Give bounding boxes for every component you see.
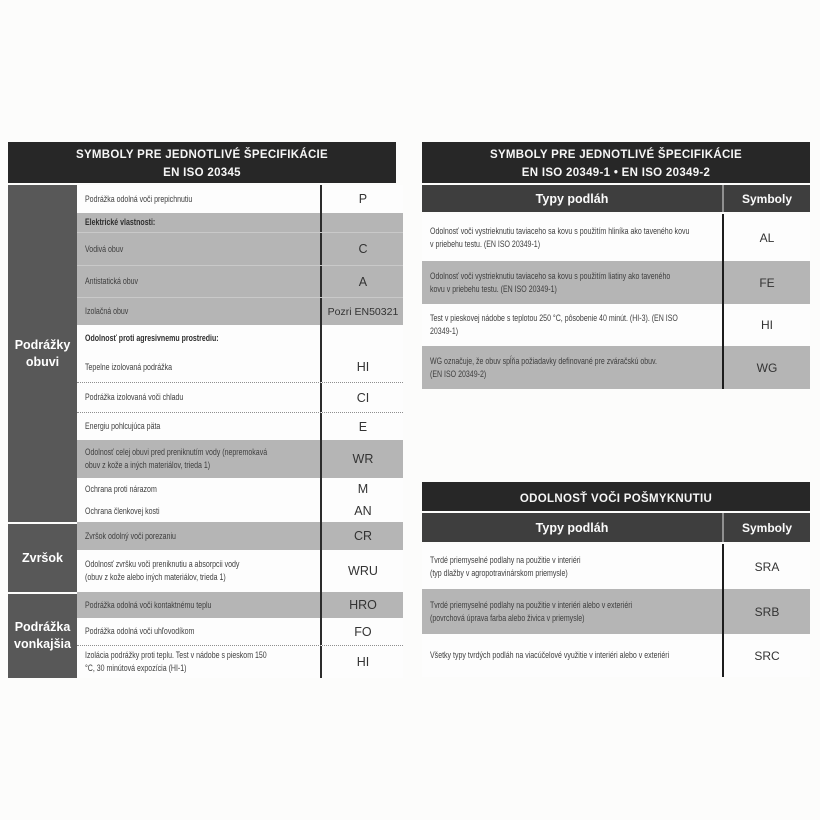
- spec-row: Ochrana členkovej kosti AN: [76, 500, 404, 522]
- category-column: Podrážky obuvi Zvršok Podrážka vonkajšia: [8, 185, 77, 678]
- category-podrazka-vonkajsia: Podrážka vonkajšia: [8, 592, 77, 678]
- spec-row: Podrážka odolná voči prepichnutiu P: [76, 185, 404, 213]
- spec-symbol: SRB: [722, 589, 810, 634]
- table-en-iso-20345-header: SYMBOLY PRE JEDNOTLIVÉ ŠPECIFIKÁCIE EN I…: [8, 142, 396, 185]
- category-podrazky-obuvi: Podrážky obuvi: [8, 185, 77, 522]
- spec-row: Všetky typy tvrdých podláh na viacúčelov…: [422, 634, 810, 677]
- category-zvrsok: Zvršok: [8, 522, 77, 592]
- spec-symbol: P: [320, 185, 403, 213]
- spec-label: WG označuje, že obuv spĺňa požiadavky de…: [430, 355, 657, 379]
- column-header-types: Typy podláh: [535, 520, 609, 535]
- spec-label: Odolnosť celej obuvi pred preniknutím vo…: [84, 447, 268, 470]
- spec-label: Energiu pohlcujúca päta: [84, 421, 161, 432]
- spec-symbol: M: [320, 478, 403, 500]
- spec-symbol: C: [320, 233, 403, 265]
- column-header-types: Typy podláh: [535, 191, 609, 206]
- table-slip-resistance-header: ODOLNOSŤ VOČI POŠMYKNUTIU: [422, 482, 810, 513]
- table-title-line1: SYMBOLY PRE JEDNOTLIVÉ ŠPECIFIKÁCIE: [75, 149, 329, 161]
- spec-label: Tepelne izolovaná podrážka: [84, 361, 172, 372]
- spec-symbol: HI: [320, 646, 403, 678]
- spec-row: Tepelne izolovaná podrážka HI: [76, 352, 404, 382]
- spec-label: Ochrana členkovej kosti: [84, 505, 160, 516]
- spec-symbol: [320, 213, 403, 232]
- spec-row: Test v pieskovej nádobe s teplotou 250 °…: [422, 304, 810, 346]
- column-header-row: Typy podláh Symboly: [422, 513, 810, 544]
- spec-row: Tvrdé priemyselné podlahy na použitie v …: [422, 589, 810, 634]
- spec-row: WG označuje, že obuv spĺňa požiadavky de…: [422, 346, 810, 389]
- spec-symbol: FE: [722, 261, 810, 304]
- spec-label: Všetky typy tvrdých podláh na viacúčelov…: [430, 650, 670, 661]
- spec-label: Vodivá obuv: [84, 243, 124, 254]
- spec-row: Podrážka izolovaná voči chladu CI: [76, 382, 404, 412]
- spec-symbol: WG: [722, 346, 810, 389]
- spec-symbol: WRU: [320, 550, 403, 592]
- spec-symbol: SRC: [722, 634, 810, 677]
- spec-row: Vodivá obuv C: [76, 232, 404, 265]
- spec-row: Odolnosť voči vystrieknutiu taviaceho sa…: [422, 214, 810, 261]
- spec-label: Odolnosť voči vystrieknutiu taviaceho sa…: [430, 270, 671, 294]
- spec-row: Izolačná obuv Pozri EN50321: [76, 297, 404, 325]
- spec-row: Tvrdé priemyselné podlahy na použitie v …: [422, 544, 810, 589]
- spec-symbol: HI: [320, 352, 403, 382]
- table-en-iso-20349-header: SYMBOLY PRE JEDNOTLIVÉ ŠPECIFIKÁCIE EN I…: [422, 142, 810, 185]
- spec-label: Odolnosť voči vystrieknutiu taviaceho sa…: [430, 225, 690, 249]
- spec-label: Test v pieskovej nádobe s teplotou 250 °…: [430, 313, 678, 336]
- spec-symbol: AN: [320, 500, 403, 522]
- spec-row: Energiu pohlcujúca päta E: [76, 412, 404, 440]
- spec-symbol: WR: [320, 440, 403, 478]
- spec-row: Izolácia podrážky proti teplu. Test v ná…: [76, 645, 404, 678]
- spec-label: Podrážka odolná voči prepichnutiu: [84, 193, 193, 204]
- spec-label: Zvršok odolný voči porezaniu: [84, 530, 176, 541]
- spec-symbol: A: [320, 266, 403, 297]
- table-en-iso-20345: SYMBOLY PRE JEDNOTLIVÉ ŠPECIFIKÁCIE EN I…: [8, 142, 404, 678]
- spec-row: Odolnosť zvršku voči preniknutiu a absor…: [76, 550, 404, 592]
- spec-label: Podrážka izolovaná voči chladu: [84, 392, 184, 403]
- column-header-symbols: Symboly: [722, 513, 810, 542]
- spec-symbol: CR: [320, 522, 403, 550]
- spec-label: Izolácia podrážky proti teplu. Test v ná…: [84, 650, 267, 673]
- spec-label: Odolnosť zvršku voči preniknutiu a absor…: [84, 559, 240, 582]
- spec-symbol: HI: [722, 304, 810, 346]
- spec-symbol: AL: [722, 214, 810, 261]
- spec-label: Antistatická obuv: [84, 276, 139, 287]
- spec-section-row: Odolnosť proti agresivnemu prostrediu:: [76, 325, 404, 352]
- spec-section-row: Elektrické vlastnosti:: [76, 213, 404, 232]
- table-title-line2: EN ISO 20345: [163, 166, 241, 179]
- spec-symbol: Pozri EN50321: [320, 298, 403, 325]
- spec-label: Tvrdé priemyselné podlahy na použitie v …: [430, 554, 581, 578]
- spec-symbol: HRO: [320, 592, 403, 618]
- table-title: ODOLNOSŤ VOČI POŠMYKNUTIU: [519, 493, 713, 505]
- spec-label: Odolnosť proti agresivnemu prostrediu:: [84, 333, 219, 344]
- column-header-symbols: Symboly: [722, 185, 810, 212]
- column-header-row: Typy podláh Symboly: [422, 185, 810, 214]
- spec-label: Elektrické vlastnosti:: [84, 217, 156, 228]
- spec-symbol: FO: [320, 618, 403, 645]
- spec-label: Podrážka odolná voči uhľovodíkom: [84, 626, 195, 637]
- table-slip-resistance: ODOLNOSŤ VOČI POŠMYKNUTIU Typy podláh Sy…: [422, 482, 810, 677]
- spec-row: Odolnosť voči vystrieknutiu taviaceho sa…: [422, 261, 810, 304]
- table-title-line1: SYMBOLY PRE JEDNOTLIVÉ ŠPECIFIKÁCIE: [489, 149, 743, 161]
- spec-symbol: [320, 325, 403, 352]
- spec-rows-column: Podrážka odolná voči prepichnutiu P Elek…: [76, 185, 404, 678]
- spec-label: Ochrana proti nárazom: [84, 483, 157, 494]
- spec-label: Izolačná obuv: [84, 306, 129, 317]
- spec-symbol: CI: [320, 383, 403, 412]
- spec-row: Odolnosť celej obuvi pred preniknutím vo…: [76, 440, 404, 478]
- spec-row: Zvršok odolný voči porezaniu CR: [76, 522, 404, 550]
- spec-row: Podrážka odolná voči kontaktnému teplu H…: [76, 592, 404, 618]
- spec-row: Ochrana proti nárazom M: [76, 478, 404, 500]
- spec-symbol: SRA: [722, 544, 810, 589]
- table-body: Podrážky obuvi Zvršok Podrážka vonkajšia…: [8, 185, 404, 678]
- spec-row: Podrážka odolná voči uhľovodíkom FO: [76, 618, 404, 645]
- spec-label: Tvrdé priemyselné podlahy na použitie v …: [430, 599, 633, 623]
- table-title-line2: EN ISO 20349-1 • EN ISO 20349-2: [521, 166, 711, 179]
- spec-row: Antistatická obuv A: [76, 265, 404, 297]
- table-en-iso-20349: SYMBOLY PRE JEDNOTLIVÉ ŠPECIFIKÁCIE EN I…: [422, 142, 810, 389]
- spec-symbol: E: [320, 413, 403, 440]
- spec-label: Podrážka odolná voči kontaktnému teplu: [84, 599, 212, 610]
